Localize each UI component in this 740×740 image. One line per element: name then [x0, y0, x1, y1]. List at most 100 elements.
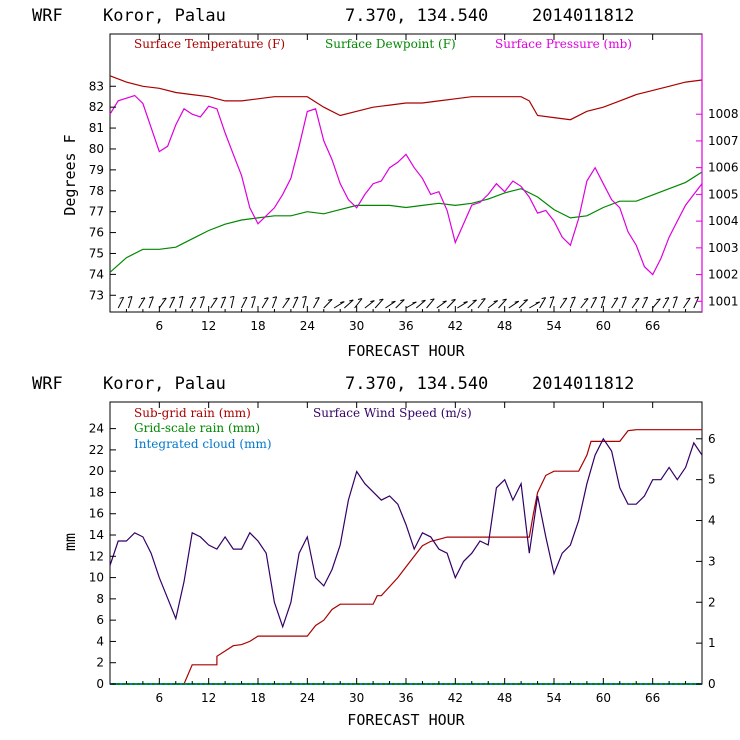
top-header-init: 2014011812 [532, 6, 634, 26]
wind-barb [374, 298, 384, 309]
bot-x-tick-label: 66 [645, 691, 660, 705]
wind-barb [446, 299, 456, 309]
wind-barb-flag [213, 297, 218, 300]
top-x-tick-label: 6 [156, 319, 164, 333]
wind-barb [569, 296, 576, 309]
bottom-header-coords: 7.370, 134.540 [345, 374, 488, 394]
top-y-tick-label: 80 [89, 142, 104, 156]
wind-barb-flag [272, 296, 277, 299]
wind-barb [518, 299, 529, 309]
wind-barb [302, 296, 307, 309]
wind-barb [539, 297, 547, 309]
top-y-axis-label: Degrees F [61, 134, 79, 215]
wind-barb [128, 296, 133, 309]
bot-x-tick-label: 48 [497, 691, 512, 705]
top-x-tick-label: 30 [349, 319, 364, 333]
top-x-axis-label: FORECAST HOUR [347, 342, 465, 360]
bot-y-tick-label: 12 [89, 549, 104, 563]
bot-y2-tick-label: 2 [708, 595, 716, 609]
wind-barb-flag [562, 297, 567, 300]
bot-x-tick-label: 6 [156, 691, 164, 705]
wind-barb-flag [357, 298, 363, 301]
bot-y-tick-label: 0 [96, 677, 104, 691]
bot-legend-entry: Grid-scale rain (mm) [134, 421, 260, 435]
top-y2-tick-label: 1007 [708, 134, 739, 148]
top-y2-tick-label: 1008 [708, 107, 739, 121]
top-x-tick-label: 12 [201, 319, 216, 333]
wind-barb [261, 297, 269, 309]
wind-barb [611, 297, 619, 309]
top-x-tick-label: 18 [250, 319, 265, 333]
bottom-header: WRF Koror, Palau 7.370, 134.540 20140118… [32, 374, 634, 394]
wind-barb-flag [535, 301, 540, 304]
wind-barb [148, 296, 154, 309]
bot-y-tick-label: 6 [96, 613, 104, 627]
bot-x-tick-label: 18 [250, 691, 265, 705]
chart-top: WRF Koror, Palau 7.370, 134.540 20140118… [32, 6, 739, 360]
top-y2-tick-label: 1001 [708, 294, 739, 308]
wind-barb [580, 298, 589, 309]
wind-barb [641, 296, 649, 309]
top-y-tick-label: 82 [89, 100, 104, 114]
wind-barb-flag [349, 299, 354, 302]
top-x-tick-label: 36 [398, 319, 413, 333]
top-x-tick-label: 54 [546, 319, 561, 333]
wind-barb-flag [493, 300, 498, 303]
wind-barb [333, 301, 345, 309]
bot-legend-entry: Sub-grid rain (mm) [134, 406, 251, 420]
wind-barb [508, 300, 520, 309]
bot-y2-tick-label: 5 [708, 473, 716, 487]
top-y2-tick-label: 1002 [708, 268, 739, 282]
wind-barb-flag [140, 297, 146, 300]
wind-barb-flag [251, 296, 256, 299]
bot-x-tick-label: 60 [596, 691, 611, 705]
wind-barb [251, 296, 256, 309]
top-x-tick-label: 60 [596, 319, 611, 333]
bot-y-tick-label: 16 [89, 507, 104, 521]
wind-barb-flag [149, 296, 154, 299]
wind-barb [354, 298, 363, 309]
wind-barb [631, 297, 640, 309]
wind-barb-flag [481, 298, 486, 301]
wind-barb-flag [442, 300, 447, 303]
wind-barb [343, 299, 354, 309]
bot-y2-tick-label: 0 [708, 677, 716, 691]
top-series-0 [109, 75, 703, 121]
top-y-tick-label: 73 [89, 288, 104, 302]
bot-x-tick-label: 54 [546, 691, 561, 705]
bot-y2-tick-label: 1 [708, 636, 716, 650]
wind-barb-flag [391, 300, 396, 303]
wind-barb [662, 297, 670, 309]
top-y-tick-label: 74 [89, 267, 104, 281]
wind-barb [271, 296, 278, 309]
wind-barb [364, 300, 375, 309]
wind-barb [559, 297, 568, 309]
wind-barb-flag [451, 298, 456, 301]
wind-barb-flag [421, 299, 426, 302]
wind-barb-flag [635, 297, 640, 300]
bot-x-tick-label: 30 [349, 691, 364, 705]
wind-barb-flag [264, 297, 269, 300]
wind-barb [477, 298, 486, 309]
top-series-1 [109, 171, 703, 273]
wind-barb [138, 297, 146, 309]
bot-y2-tick-label: 6 [708, 432, 716, 446]
wind-barb [487, 300, 498, 309]
top-y-tick-label: 81 [89, 121, 104, 135]
wind-barb-flag [302, 295, 307, 298]
wind-barb [621, 296, 627, 309]
top-y2-tick-label: 1005 [708, 187, 739, 201]
wind-barb [457, 301, 468, 309]
wind-barb-flag [191, 297, 197, 299]
wind-barbs [117, 295, 700, 309]
bot-y-tick-label: 20 [89, 464, 104, 478]
wind-barb [292, 296, 299, 309]
wind-barb-flag [242, 296, 248, 299]
wind-barb-flag [170, 296, 175, 299]
wind-barb-flag [583, 298, 589, 301]
top-y2-tick-label: 1004 [708, 214, 739, 228]
top-header-location: Koror, Palau [103, 6, 226, 26]
wind-barb-flag [370, 300, 375, 303]
top-header: WRF Koror, Palau 7.370, 134.540 20140118… [32, 6, 634, 26]
bot-y-tick-label: 18 [89, 485, 104, 499]
